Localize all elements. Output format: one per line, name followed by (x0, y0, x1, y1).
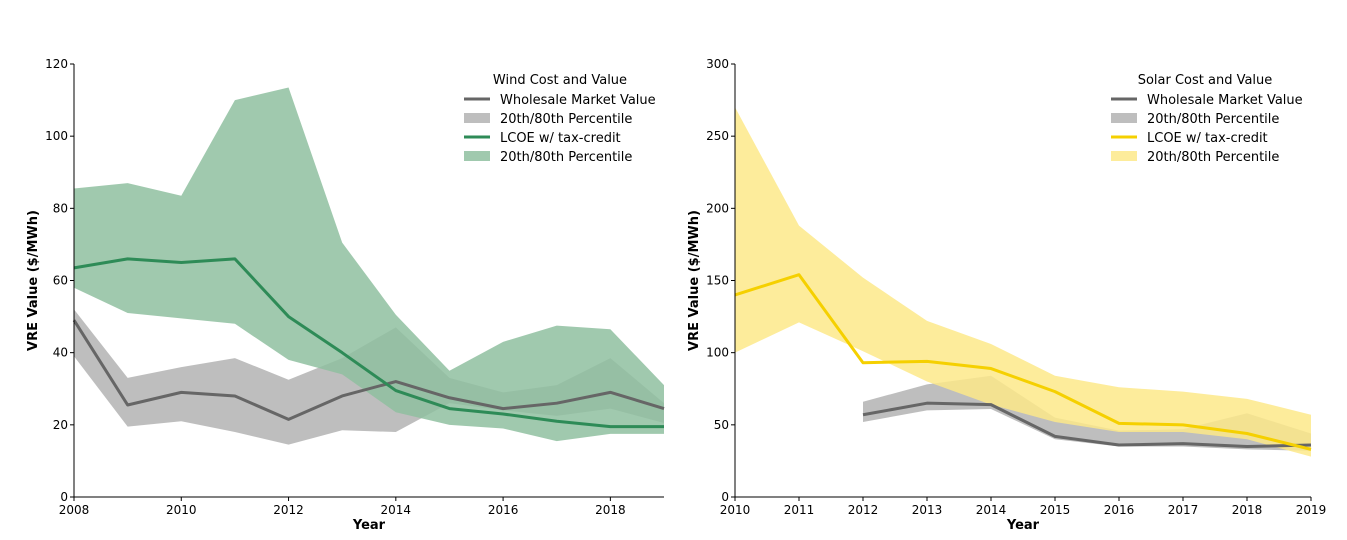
solar-legend-swatch-1 (1111, 113, 1137, 123)
wind-xtick-label: 2010 (166, 503, 197, 517)
wind-ytick-label: 60 (53, 274, 68, 288)
solar-xtick-label: 2010 (720, 503, 751, 517)
wind-ytick-label: 80 (53, 201, 68, 215)
solar-xtick-label: 2018 (1232, 503, 1263, 517)
wind-legend-label-3: 20th/80th Percentile (500, 150, 632, 165)
wind-series-2-line (73, 257, 664, 429)
wind-y-axis-label: VRE Value ($/MWh) (26, 210, 41, 351)
solar-xtick-label: 2013 (912, 503, 943, 517)
solar-legend-label-2: LCOE w/ tax-credit (1147, 131, 1268, 146)
wind-xtick-label: 2008 (59, 503, 90, 517)
wind-x-axis-label: Year (352, 518, 386, 533)
solar-xtick-label: 2016 (1104, 503, 1135, 517)
wind-xtick-label: 2018 (595, 503, 626, 517)
solar-legend-title: Solar Cost and Value (1138, 73, 1273, 88)
wind-legend-swatch-1 (464, 113, 490, 123)
solar-xtick-label: 2015 (1040, 503, 1071, 517)
wind-legend-label-2: LCOE w/ tax-credit (500, 131, 621, 146)
solar-xtick-label: 2012 (848, 503, 879, 517)
solar-xtick-label: 2017 (1168, 503, 1199, 517)
solar-xtick-label: 2011 (784, 503, 815, 517)
wind-ytick-label: 40 (53, 346, 68, 360)
wind-series-0-line (72, 319, 665, 421)
wind-cost-value-chart: 0 20 40 60 80 100 120 2008 2010 2012 2014 2016 2018 Y… (26, 57, 665, 533)
wind-legend-label-0: Wholesale Market Value (500, 93, 656, 108)
wind-ytick-label: 20 (53, 418, 68, 432)
wind-xtick-label: 2012 (273, 503, 304, 517)
solar-legend-label-3: 20th/80th Percentile (1147, 150, 1279, 165)
solar-ytick-label: 200 (706, 201, 729, 215)
wind-xtick-label: 2016 (488, 503, 519, 517)
solar-cost-value-chart: 0 50 100 150 200 250 300 2010 2011 2012 2013 2014 20… (687, 57, 1326, 533)
solar-series-3-band (735, 107, 1311, 457)
solar-xtick-label: 2019 (1296, 503, 1327, 517)
solar-ytick-label: 300 (706, 57, 729, 71)
solar-legend-swatch-3 (1111, 151, 1137, 161)
solar-ytick-label: 50 (714, 418, 729, 432)
solar-ytick-label: 150 (706, 274, 729, 288)
wind-ytick-label: 0 (60, 490, 68, 504)
wind-legend-label-1: 20th/80th Percentile (500, 112, 632, 127)
solar-legend-label-1: 20th/80th Percentile (1147, 112, 1279, 127)
wind-series-3-band (74, 87, 664, 442)
wind-xtick-label: 2014 (381, 503, 412, 517)
solar-xtick-label: 2014 (976, 503, 1007, 517)
solar-legend-label-0: Wholesale Market Value (1147, 93, 1303, 108)
solar-series-2-line (734, 273, 1312, 451)
wind-ytick-label: 100 (45, 129, 68, 143)
solar-y-axis-label: VRE Value ($/MWh) (687, 210, 702, 351)
solar-ytick-label: 0 (721, 490, 729, 504)
solar-ytick-label: 250 (706, 129, 729, 143)
wind-legend-title: Wind Cost and Value (493, 73, 627, 88)
wind-ytick-label: 120 (45, 57, 68, 71)
solar-series-0-line (862, 401, 1312, 448)
wind-legend-swatch-3 (464, 151, 490, 161)
solar-ytick-label: 100 (706, 346, 729, 360)
solar-x-axis-label: Year (1006, 518, 1040, 533)
